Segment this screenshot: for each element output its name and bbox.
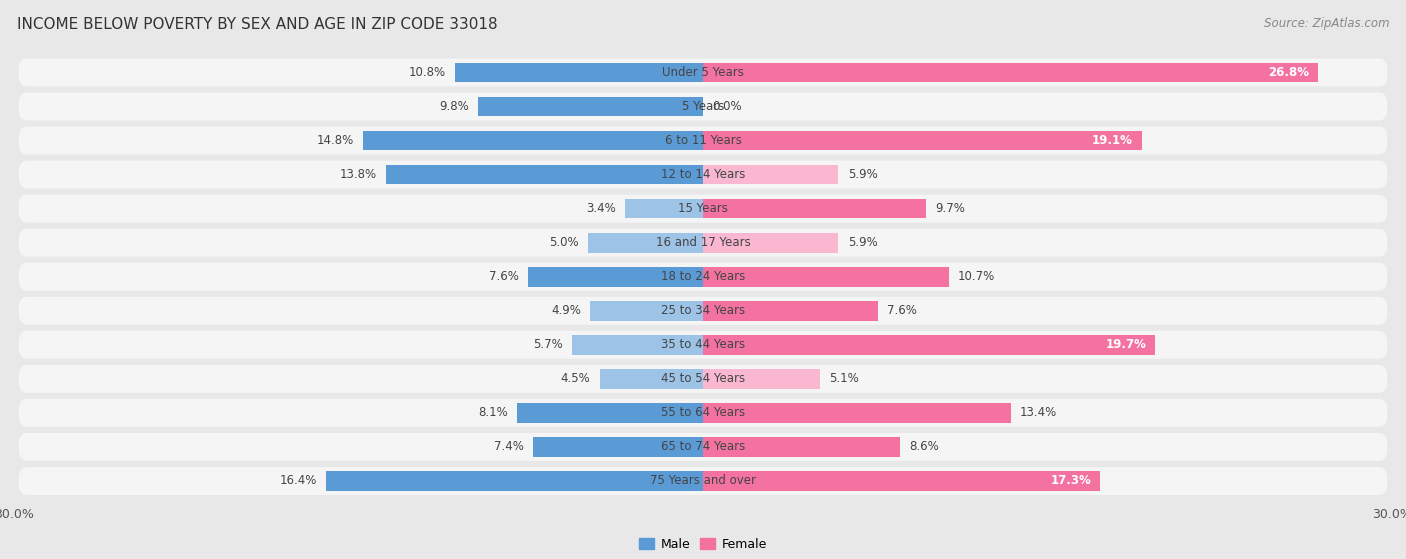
Text: 7.6%: 7.6% [887, 304, 917, 318]
Text: 26.8%: 26.8% [1268, 66, 1309, 79]
Bar [703, 403, 1011, 423]
FancyBboxPatch shape [18, 160, 1388, 188]
Text: 14.8%: 14.8% [316, 134, 354, 147]
Text: 65 to 74 Years: 65 to 74 Years [661, 440, 745, 453]
Bar [703, 131, 1142, 150]
Bar [703, 471, 1101, 491]
Bar [572, 335, 703, 354]
Bar [599, 369, 703, 389]
Text: 4.9%: 4.9% [551, 304, 581, 318]
Bar [326, 471, 703, 491]
Text: 6 to 11 Years: 6 to 11 Years [665, 134, 741, 147]
Text: 19.1%: 19.1% [1091, 134, 1132, 147]
Text: 5.7%: 5.7% [533, 338, 562, 351]
Text: 5.9%: 5.9% [848, 168, 877, 181]
Bar [588, 233, 703, 253]
FancyBboxPatch shape [18, 433, 1388, 461]
Bar [363, 131, 703, 150]
Text: 13.4%: 13.4% [1019, 406, 1057, 419]
Text: 55 to 64 Years: 55 to 64 Years [661, 406, 745, 419]
Text: 18 to 24 Years: 18 to 24 Years [661, 270, 745, 283]
Bar [703, 301, 877, 321]
Bar [533, 437, 703, 457]
Text: 10.8%: 10.8% [409, 66, 446, 79]
Text: Under 5 Years: Under 5 Years [662, 66, 744, 79]
Bar [456, 63, 703, 82]
FancyBboxPatch shape [18, 331, 1388, 359]
Text: 12 to 14 Years: 12 to 14 Years [661, 168, 745, 181]
Text: INCOME BELOW POVERTY BY SEX AND AGE IN ZIP CODE 33018: INCOME BELOW POVERTY BY SEX AND AGE IN Z… [17, 17, 498, 32]
Text: 19.7%: 19.7% [1105, 338, 1146, 351]
Text: 16.4%: 16.4% [280, 475, 318, 487]
Bar [591, 301, 703, 321]
FancyBboxPatch shape [18, 126, 1388, 154]
FancyBboxPatch shape [18, 263, 1388, 291]
FancyBboxPatch shape [18, 467, 1388, 495]
Bar [703, 63, 1319, 82]
FancyBboxPatch shape [18, 195, 1388, 222]
Text: 75 Years and over: 75 Years and over [650, 475, 756, 487]
FancyBboxPatch shape [18, 297, 1388, 325]
Text: 7.6%: 7.6% [489, 270, 519, 283]
Text: 5.9%: 5.9% [848, 236, 877, 249]
Text: 15 Years: 15 Years [678, 202, 728, 215]
Bar [624, 199, 703, 219]
Text: 8.6%: 8.6% [910, 440, 939, 453]
Bar [703, 233, 838, 253]
Text: 10.7%: 10.7% [957, 270, 995, 283]
Text: 9.7%: 9.7% [935, 202, 965, 215]
Text: 16 and 17 Years: 16 and 17 Years [655, 236, 751, 249]
Text: 13.8%: 13.8% [340, 168, 377, 181]
FancyBboxPatch shape [18, 365, 1388, 393]
Bar [517, 403, 703, 423]
Bar [387, 165, 703, 184]
Legend: Male, Female: Male, Female [634, 533, 772, 556]
Bar [478, 97, 703, 116]
Text: 9.8%: 9.8% [439, 100, 468, 113]
FancyBboxPatch shape [18, 59, 1388, 87]
Text: Source: ZipAtlas.com: Source: ZipAtlas.com [1264, 17, 1389, 30]
Text: 7.4%: 7.4% [494, 440, 524, 453]
FancyBboxPatch shape [18, 93, 1388, 120]
Bar [703, 335, 1156, 354]
Text: 17.3%: 17.3% [1050, 475, 1091, 487]
Text: 5 Years: 5 Years [682, 100, 724, 113]
Text: 8.1%: 8.1% [478, 406, 508, 419]
Text: 35 to 44 Years: 35 to 44 Years [661, 338, 745, 351]
Bar [703, 165, 838, 184]
Text: 4.5%: 4.5% [561, 372, 591, 385]
Text: 5.0%: 5.0% [550, 236, 579, 249]
Bar [703, 199, 925, 219]
FancyBboxPatch shape [18, 229, 1388, 257]
Text: 25 to 34 Years: 25 to 34 Years [661, 304, 745, 318]
Bar [703, 369, 820, 389]
Bar [703, 437, 900, 457]
Text: 3.4%: 3.4% [586, 202, 616, 215]
Text: 45 to 54 Years: 45 to 54 Years [661, 372, 745, 385]
Bar [703, 267, 949, 287]
FancyBboxPatch shape [18, 399, 1388, 427]
Text: 5.1%: 5.1% [830, 372, 859, 385]
Bar [529, 267, 703, 287]
Text: 0.0%: 0.0% [713, 100, 742, 113]
